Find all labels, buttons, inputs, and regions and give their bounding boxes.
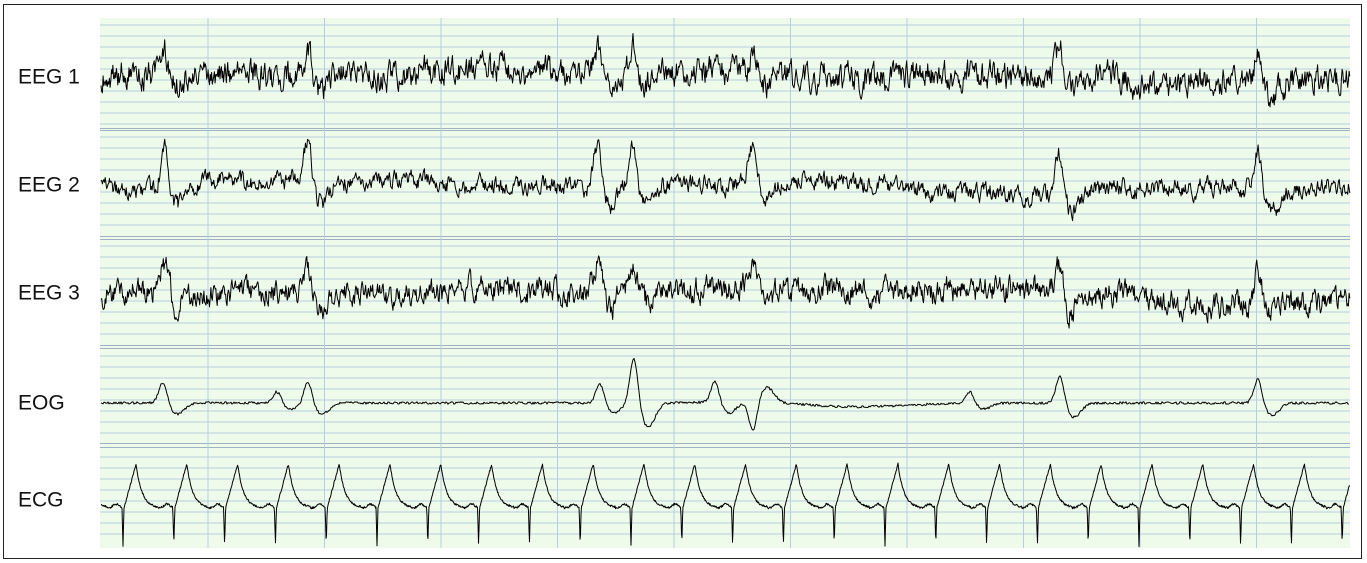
- traces: [100, 33, 1351, 547]
- waveform: [100, 255, 1351, 329]
- channel-label: EEG 2: [18, 174, 80, 197]
- waveform: [100, 138, 1351, 222]
- plot-area: [100, 18, 1350, 548]
- channel-label: EEG 3: [18, 282, 80, 305]
- channel-label: EEG 1: [18, 66, 80, 89]
- labels: EEG 1 EEG 2 EEG 3 EOG ECG: [18, 66, 80, 512]
- waveform: [100, 462, 1350, 547]
- waveform: [100, 357, 1350, 431]
- channel-label: ECG: [18, 489, 64, 512]
- waveform: [100, 33, 1351, 108]
- grid: [100, 18, 1350, 548]
- channel-label: EOG: [18, 392, 65, 415]
